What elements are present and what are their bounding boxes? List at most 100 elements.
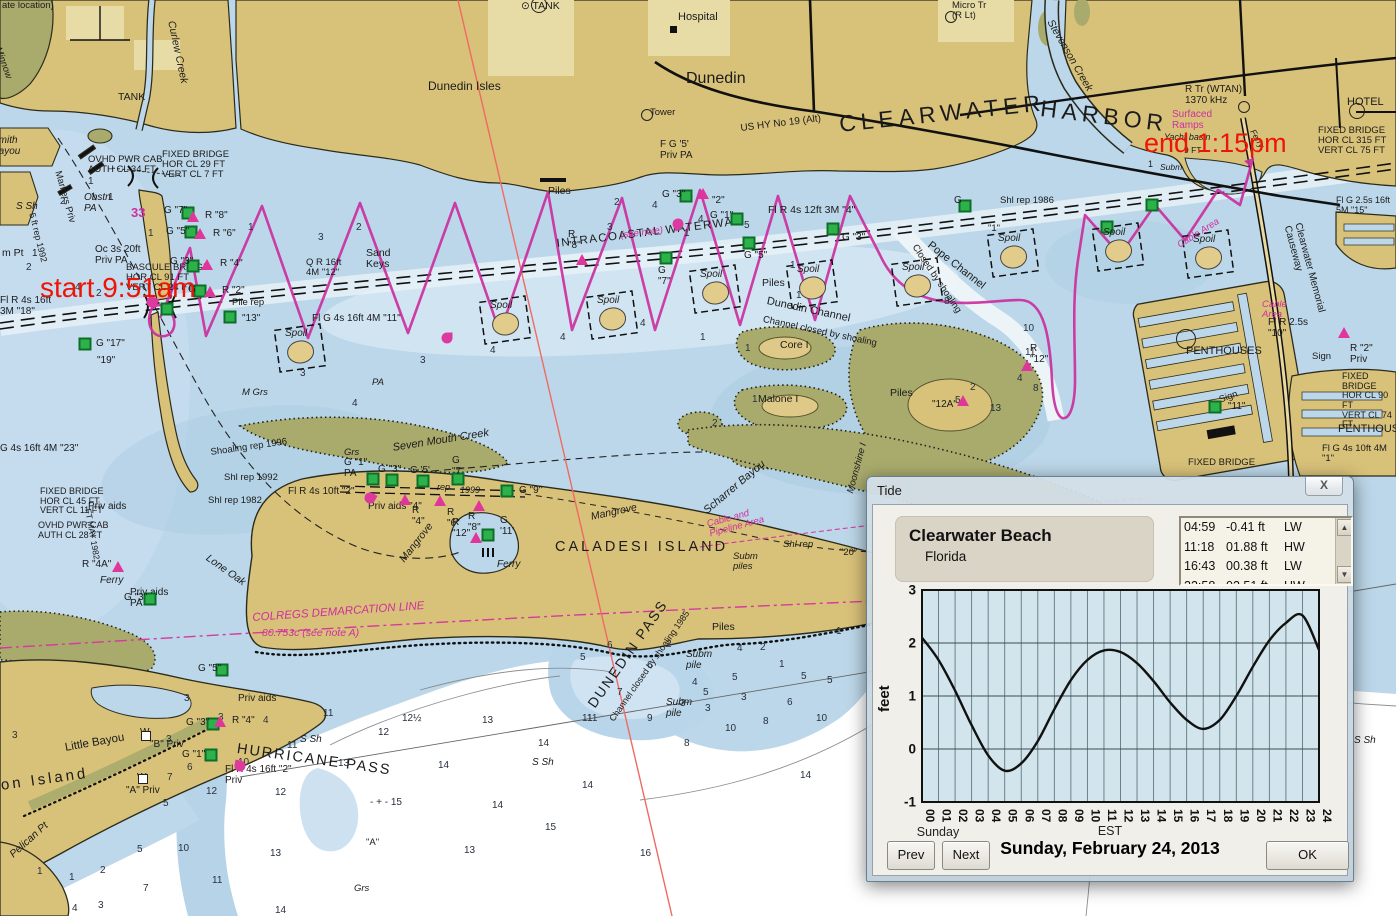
window-title: Tide	[877, 483, 902, 498]
svg-text:10: 10	[1088, 809, 1102, 823]
svg-text:20: 20	[1254, 809, 1268, 823]
day-label: Sunday	[916, 825, 960, 839]
red-daymark-icon	[697, 187, 709, 199]
marker-label: R "8"	[205, 210, 228, 221]
green-daymark-icon	[826, 222, 840, 236]
marker-label: G "1"	[710, 210, 734, 221]
marker-label: G "3"	[662, 189, 686, 200]
red-daymark-icon	[473, 499, 485, 511]
marker-label: G "3"	[124, 592, 148, 603]
spoil-area	[1181, 229, 1235, 279]
svg-text:08: 08	[1055, 809, 1069, 823]
marker-label: G "3"	[378, 464, 402, 475]
tide-window: Tide X Clearwater Beach Florida 04:59 -0.…	[866, 476, 1354, 882]
svg-text:18: 18	[1221, 809, 1235, 823]
green-daymark-icon	[143, 592, 157, 606]
next-button[interactable]: Next	[942, 841, 990, 870]
marker-label: G	[188, 284, 196, 295]
green-daymark-icon	[742, 236, 756, 250]
svg-text:feet: feet	[876, 685, 893, 712]
svg-text:07: 07	[1039, 809, 1053, 823]
station-box: Clearwater Beach Florida	[895, 516, 1154, 582]
marker-label: R "8"	[568, 229, 581, 251]
close-icon[interactable]: X	[1305, 477, 1343, 496]
svg-text:05: 05	[1006, 809, 1020, 823]
svg-text:03: 03	[973, 809, 987, 823]
marker-label: "12A"	[932, 399, 957, 410]
prev-button[interactable]: Prev	[887, 841, 935, 870]
green-daymark-icon	[366, 472, 380, 486]
tide-event-list[interactable]: 04:59 -0.41 ft LW 11:18 01.88 ft HW 16:43 00.38…	[1179, 516, 1353, 586]
marker-label: G '5'	[410, 465, 430, 476]
spoil-area	[1091, 222, 1145, 272]
green-daymark-icon	[958, 199, 972, 213]
green-daymark-icon	[416, 474, 430, 488]
spoil-area	[478, 295, 532, 345]
svg-text:09: 09	[1072, 809, 1086, 823]
marker-label: G "17"	[96, 338, 125, 349]
green-daymark-icon	[385, 473, 399, 487]
tide-event-row[interactable]: 04:59 -0.41 ft LW	[1184, 520, 1302, 534]
tide-list-scrollbar[interactable]: ▲ ▼	[1335, 518, 1351, 584]
landmark-circle-icon	[1349, 103, 1365, 119]
green-daymark-icon	[500, 484, 514, 498]
landmark-circle-icon	[1176, 329, 1196, 349]
green-daymark-icon	[1100, 220, 1114, 234]
marker-label: G "1" PA	[344, 457, 368, 479]
green-daymark-icon	[1208, 400, 1222, 414]
tide-event-row[interactable]: 11:18 01.88 ft HW	[1184, 539, 1305, 554]
green-daymark-icon	[481, 528, 495, 542]
ok-button[interactable]: OK	[1266, 841, 1349, 870]
marker-label: G	[954, 195, 962, 206]
marker-label: G "1"	[182, 749, 206, 760]
marker-label: G "5"	[198, 663, 222, 674]
dialog-footer: Sunday Prev Next EST Sunday, February 24…	[873, 823, 1349, 875]
spoil-area	[273, 323, 327, 373]
red-daymark-icon	[470, 531, 482, 543]
spoil-area	[688, 264, 742, 314]
marker-label: G "9"	[519, 485, 543, 496]
green-daymark-icon	[215, 663, 229, 677]
svg-text:19: 19	[1237, 809, 1251, 823]
green-daymark-icon	[204, 748, 218, 762]
marker-label: G "5"	[166, 226, 190, 237]
landmark-circle-icon	[1238, 101, 1250, 113]
scroll-up-icon[interactable]: ▲	[1337, 519, 1351, 536]
marker-label: Spoil	[902, 262, 925, 273]
svg-text:14: 14	[1155, 809, 1169, 823]
tide-event-row[interactable]: 22:58 02.51 ft HW	[1184, 578, 1305, 586]
marker-label: G "3"	[842, 232, 866, 243]
svg-text:23: 23	[1303, 809, 1317, 823]
svg-text:04: 04	[989, 809, 1003, 823]
marker-label: G "7"	[658, 265, 671, 287]
marker-label: Spoil	[797, 264, 820, 275]
red-daymark-icon	[204, 285, 216, 297]
marker-label: R "8"	[468, 511, 481, 533]
marker-label: G '11'	[500, 515, 515, 537]
red-daymark-icon	[214, 715, 226, 727]
red-daymark-icon	[434, 494, 446, 506]
svg-text:00: 00	[923, 809, 937, 823]
tide-event-row[interactable]: 16:43 00.38 ft LW	[1184, 559, 1302, 573]
red-daymark-icon	[112, 560, 124, 572]
svg-text:-1: -1	[904, 795, 916, 810]
svg-text:2: 2	[908, 636, 916, 651]
right-shore	[1240, 117, 1396, 479]
green-daymark-icon	[160, 302, 174, 316]
svg-text:22: 22	[1287, 809, 1301, 823]
red-daymark-icon	[399, 493, 411, 505]
green-daymark-icon	[679, 189, 693, 203]
svg-text:01: 01	[940, 809, 954, 823]
green-daymark-icon	[730, 212, 744, 226]
tide-window-titlebar[interactable]: Tide X	[867, 477, 1353, 504]
red-daymark-icon	[957, 394, 969, 406]
scroll-down-icon[interactable]: ▼	[1337, 566, 1351, 583]
svg-text:17: 17	[1204, 809, 1218, 823]
marker-label: "13"	[242, 313, 261, 324]
station-name: Clearwater Beach	[909, 526, 1052, 545]
marker-label: "2"	[712, 195, 725, 206]
red-daymark-icon	[201, 258, 213, 270]
red-daymark-icon	[1338, 326, 1350, 338]
marker-label: Spoil	[597, 295, 620, 306]
green-daymark-icon	[451, 472, 465, 486]
